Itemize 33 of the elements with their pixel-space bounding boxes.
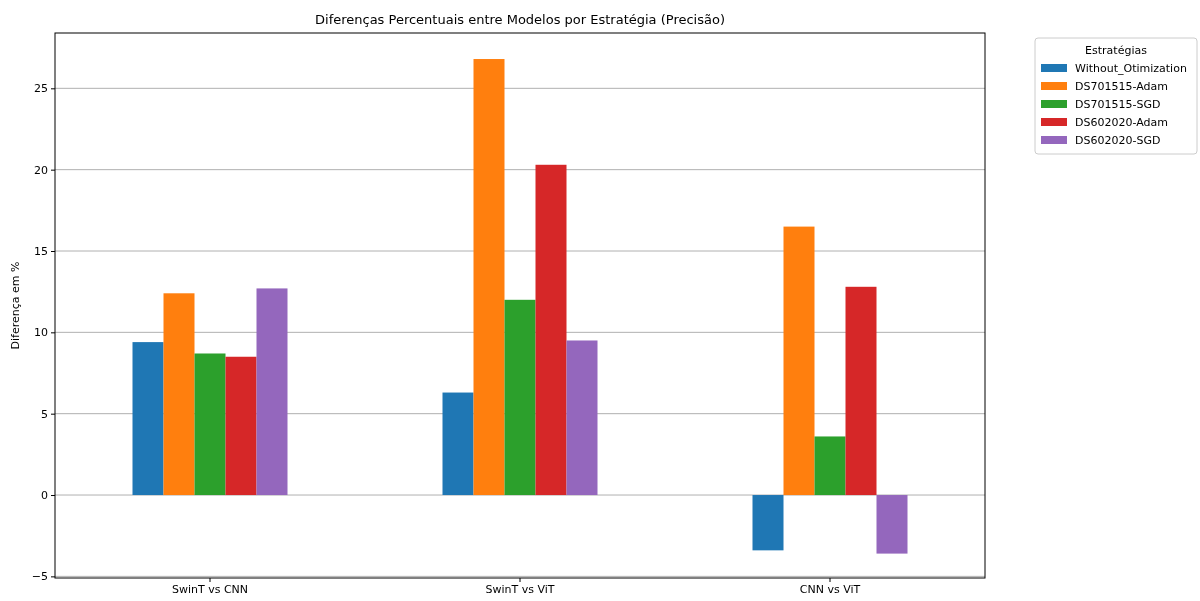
legend-title: Estratégias [1085,44,1148,57]
y-tick-label: −5 [31,570,48,584]
bar [194,353,226,496]
x-tick-label: CNN vs ViT [799,582,861,596]
bar [783,226,815,496]
y-tick-label: 20 [34,163,48,177]
x-tick-label: SwinT vs CNN [171,582,249,596]
bar [535,164,567,496]
bar [876,495,908,554]
y-tick-label: 25 [34,82,48,96]
y-axis-title: Diferença em % [9,261,22,350]
bar [442,392,474,496]
legend-label: DS701515-SGD [1075,98,1161,111]
bar [504,299,536,496]
y-tick-label: 10 [34,326,48,340]
y-tick-label: 0 [41,489,48,503]
bar [814,436,846,496]
chart-title: Diferenças Percentuais entre Modelos por Estratégia (Precisão) [315,12,725,27]
y-tick-label: 5 [41,407,48,421]
bar [566,340,598,496]
legend-label: DS701515-Adam [1075,80,1168,93]
legend-label: DS602020-Adam [1075,116,1168,129]
bar [132,342,164,496]
y-tick-label: 15 [34,245,48,259]
bar [473,59,505,496]
legend-label: DS602020-SGD [1075,134,1161,147]
bar [256,288,288,496]
legend-label: Without_Otimization [1075,62,1187,75]
x-tick-label: SwinT vs ViT [485,582,555,596]
bar [752,495,784,551]
bar [845,286,877,496]
bar [163,293,195,496]
bar [225,356,257,496]
